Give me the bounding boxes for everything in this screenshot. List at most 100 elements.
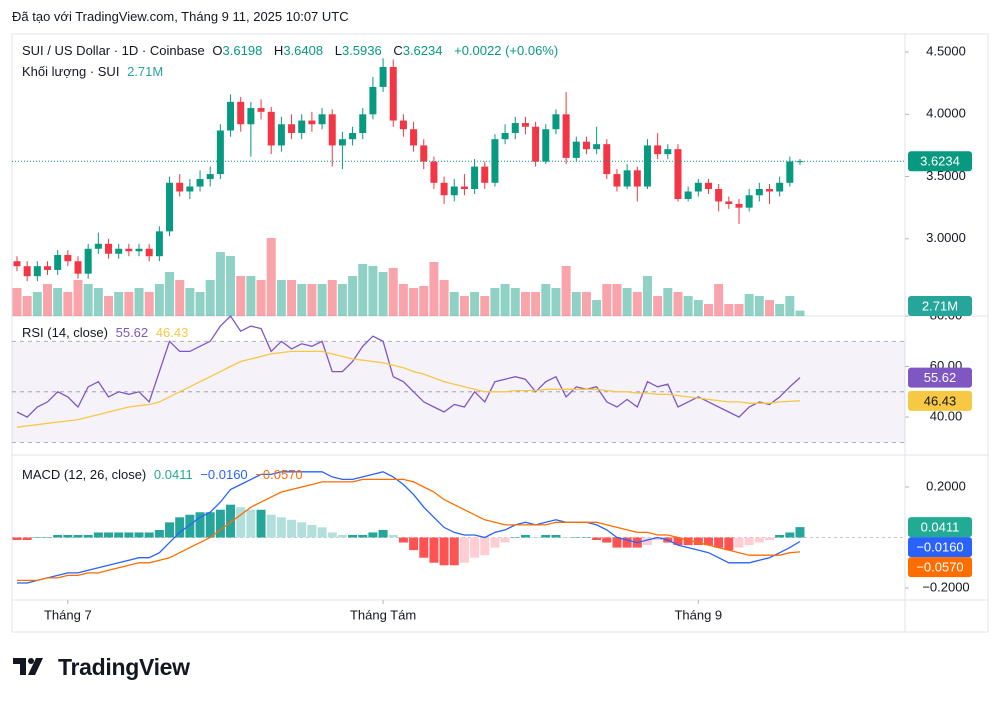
volume-bar	[134, 288, 144, 316]
candle-body	[582, 141, 590, 150]
x-tick-label: Tháng 7	[44, 607, 92, 622]
macd-histogram-bar	[348, 534, 358, 538]
macd-histogram-bar	[764, 537, 774, 541]
macd-histogram-bar	[317, 527, 327, 538]
volume-bar	[449, 292, 459, 316]
volume-bar	[541, 284, 551, 316]
macd-histogram-bar	[368, 532, 378, 538]
macd-histogram-bar	[470, 537, 480, 558]
volume-bar	[226, 256, 236, 316]
macd-histogram-bar	[419, 537, 429, 558]
macd-histogram-bar	[439, 537, 449, 566]
macd-histogram-bar	[144, 532, 154, 538]
candle-body	[267, 111, 275, 146]
macd-histogram-bar	[693, 537, 703, 546]
volume-bar	[358, 264, 368, 316]
candle-body	[328, 114, 336, 146]
macd-title: MACD (12, 26, close)	[22, 467, 147, 482]
macd-histogram-bar	[724, 537, 734, 551]
volume-bar	[734, 304, 744, 316]
candle-body	[765, 189, 773, 192]
macd-histogram-bar	[43, 537, 53, 538]
candle-body	[84, 248, 92, 274]
macd-histogram-bar	[327, 532, 337, 538]
macd-histogram-bar	[165, 522, 175, 538]
ohlc-letter: C	[393, 43, 403, 58]
indicator-line	[16, 314, 801, 418]
candle-body	[715, 189, 723, 202]
change: +0.0022 (+0.06%)	[454, 43, 559, 58]
candle-body	[643, 145, 651, 187]
volume-bar	[673, 292, 683, 316]
macd-histogram-bar	[775, 534, 785, 538]
candle-body	[277, 124, 285, 146]
candle-body	[755, 189, 763, 196]
macd-histogram-bar	[561, 537, 571, 538]
candle-body	[511, 123, 519, 133]
candle-body	[196, 179, 204, 187]
macd-histogram-bar	[602, 537, 612, 543]
candle-body	[23, 266, 31, 277]
price-label-box	[908, 151, 972, 172]
volume-bar	[642, 276, 652, 316]
volume-bar	[409, 288, 419, 316]
ohlc-value: 3.6408	[283, 43, 324, 58]
candle-body	[613, 174, 621, 187]
macd-histogram-bar	[541, 534, 551, 538]
volume-bar	[73, 280, 83, 316]
candle-body	[481, 166, 489, 183]
macd-histogram-bar	[104, 532, 114, 538]
candle-body	[44, 266, 52, 270]
candle-body	[562, 114, 570, 158]
volume-bar	[276, 280, 286, 316]
candle-body	[33, 266, 41, 277]
macd-histogram-bar	[93, 532, 103, 538]
candle-body	[450, 186, 458, 196]
volume-bar	[592, 300, 602, 316]
rsi-value: 55.62	[115, 325, 149, 340]
candle-body	[338, 139, 346, 146]
candle-body	[288, 124, 296, 133]
candle-body	[745, 195, 753, 208]
candle-body	[776, 182, 784, 192]
candle-body	[460, 186, 468, 190]
volume-bar	[531, 292, 541, 316]
macd-histogram-bar	[185, 514, 195, 538]
volume-bar	[510, 288, 520, 316]
volume-bar	[215, 252, 225, 316]
macd-histogram-bar	[236, 507, 246, 538]
candle-body	[166, 182, 174, 232]
volume-bar	[612, 284, 622, 316]
ohlc-letter: H	[273, 43, 284, 58]
candle-body	[308, 120, 316, 125]
candle-body	[694, 182, 702, 192]
macd-histogram-bar	[551, 534, 561, 538]
volume-bar	[551, 288, 561, 316]
candle-body	[257, 108, 265, 112]
macd-histogram-bar	[266, 514, 276, 538]
candle-body	[674, 149, 682, 199]
volume-bar	[43, 284, 53, 316]
volume-bar	[714, 284, 724, 316]
macd-histogram-bar	[226, 504, 236, 538]
candle-body	[552, 114, 560, 130]
macd-histogram-bar	[378, 529, 388, 538]
volume-bar	[480, 296, 490, 316]
price-label-box	[908, 367, 972, 388]
macd-histogram-bar	[307, 524, 317, 538]
price-label: −0.0570	[916, 560, 963, 575]
price-label: 55.62	[924, 370, 957, 385]
candle-body	[471, 166, 479, 190]
macd-histogram-bar	[63, 534, 73, 538]
symbol-title: SUI / US Dollar · 1D · Coinbase	[22, 43, 205, 58]
volume-bar	[205, 280, 215, 316]
macd-histogram-bar	[154, 529, 164, 538]
macd-histogram-bar	[409, 537, 419, 551]
candle-body	[389, 66, 397, 121]
volume-bar	[775, 304, 785, 316]
candle-body	[684, 191, 692, 199]
candle-body	[532, 126, 540, 162]
price-label-box	[908, 517, 972, 538]
macd-histogram-bar	[480, 537, 490, 556]
price-label: 0.0411	[921, 520, 960, 535]
